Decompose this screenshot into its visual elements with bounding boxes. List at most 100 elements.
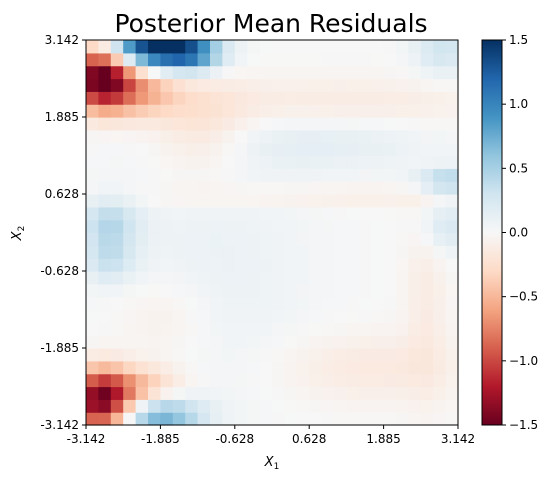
heatmap-cell [234, 194, 248, 208]
heatmap-cell [321, 194, 335, 208]
heatmap-cell [160, 78, 174, 92]
heatmap-cell [420, 104, 434, 118]
heatmap-cell [197, 155, 211, 169]
heatmap-cell [234, 40, 248, 54]
heatmap-cell [98, 309, 112, 323]
heatmap-cell [185, 168, 199, 182]
heatmap-cell [98, 271, 112, 285]
heatmap-cell [346, 386, 360, 400]
heatmap-cell [172, 322, 186, 336]
y-tick-label: 3.142 [45, 33, 79, 47]
heatmap-cell [309, 117, 323, 131]
heatmap-cell [383, 40, 397, 54]
heatmap-cell [408, 155, 422, 169]
heatmap-cell [135, 181, 149, 195]
heatmap-cell [135, 168, 149, 182]
heatmap-cell [383, 258, 397, 272]
heatmap-cell [334, 283, 347, 298]
heatmap-cell [172, 194, 186, 208]
heatmap-cell [383, 117, 397, 131]
heatmap-cell [272, 168, 285, 182]
heatmap-cell [433, 232, 447, 246]
heatmap-cell [296, 78, 310, 92]
heatmap-cell [445, 232, 459, 246]
heatmap-cell [445, 258, 459, 272]
heatmap-cell [383, 155, 397, 169]
heatmap-cell [321, 283, 335, 298]
heatmap-cell [197, 271, 211, 285]
heatmap-cell [135, 412, 149, 426]
heatmap-cell [420, 245, 434, 259]
heatmap-cell [408, 386, 422, 400]
heatmap-cell [334, 309, 347, 323]
heatmap-cell [185, 309, 199, 323]
y-axis-label-subscript: 2 [17, 226, 27, 232]
heatmap-cell [185, 296, 199, 311]
heatmap-cell [272, 245, 285, 259]
heatmap-cell [86, 181, 99, 195]
heatmap-cell [371, 309, 385, 323]
heatmap-cell [135, 283, 149, 298]
y-axis-label: X2 [10, 226, 27, 242]
heatmap-cell [309, 181, 323, 195]
heatmap-cell [433, 335, 447, 349]
heatmap-cell [371, 283, 385, 298]
heatmap-cell [433, 309, 447, 323]
heatmap-cell [185, 65, 199, 80]
heatmap-cell [445, 348, 459, 362]
heatmap-cell [408, 271, 422, 285]
heatmap-cell [358, 129, 372, 144]
heatmap-cell [98, 78, 112, 92]
heatmap-cell [86, 91, 99, 105]
heatmap-cell [197, 129, 211, 144]
heatmap-cell [321, 129, 335, 144]
heatmap-cell [296, 258, 310, 272]
heatmap-cell [420, 271, 434, 285]
heatmap-cell [234, 348, 248, 362]
heatmap-cell [160, 40, 174, 54]
heatmap-cell [408, 78, 422, 92]
heatmap-cell [98, 322, 112, 336]
heatmap-cell [296, 129, 310, 144]
heatmap-cell [396, 155, 409, 169]
heatmap-cell [358, 412, 372, 426]
heatmap-cell [420, 129, 434, 144]
heatmap-cell [197, 373, 211, 388]
heatmap-cell [396, 412, 409, 426]
heatmap-cell [383, 78, 397, 92]
heatmap-cell [321, 296, 335, 311]
heatmap-cell [321, 412, 335, 426]
heatmap-cell [160, 360, 174, 375]
heatmap-cell [371, 78, 385, 92]
heatmap-cell [172, 117, 186, 131]
heatmap-cell [272, 181, 285, 195]
heatmap-cell [247, 258, 261, 272]
heatmap-cell [420, 296, 434, 311]
heatmap-cell [148, 40, 161, 54]
heatmap-cell [222, 91, 236, 105]
heatmap-cell [160, 206, 174, 221]
heatmap-cell [135, 78, 149, 92]
heatmap-cell [247, 142, 261, 157]
heatmap-cell [296, 399, 310, 413]
heatmap-cell [247, 271, 261, 285]
heatmap-cell [309, 271, 323, 285]
heatmap-cell [396, 65, 409, 80]
heatmap-cell [160, 258, 174, 272]
heatmap-cell [433, 296, 447, 311]
heatmap-cell [371, 155, 385, 169]
heatmap-cell [197, 335, 211, 349]
heatmap-cell [86, 412, 99, 426]
heatmap-cell [135, 155, 149, 169]
heatmap-cell [259, 258, 273, 272]
heatmap-cell [172, 104, 186, 118]
y-tick-label: -1.885 [40, 341, 79, 355]
heatmap-cell [358, 232, 372, 246]
heatmap-cell [396, 168, 409, 182]
heatmap-cell [210, 245, 223, 259]
heatmap-cell [396, 271, 409, 285]
heatmap-cell [334, 232, 347, 246]
heatmap-cell [160, 104, 174, 118]
heatmap-cell [222, 296, 236, 311]
heatmap-cell [408, 40, 422, 54]
